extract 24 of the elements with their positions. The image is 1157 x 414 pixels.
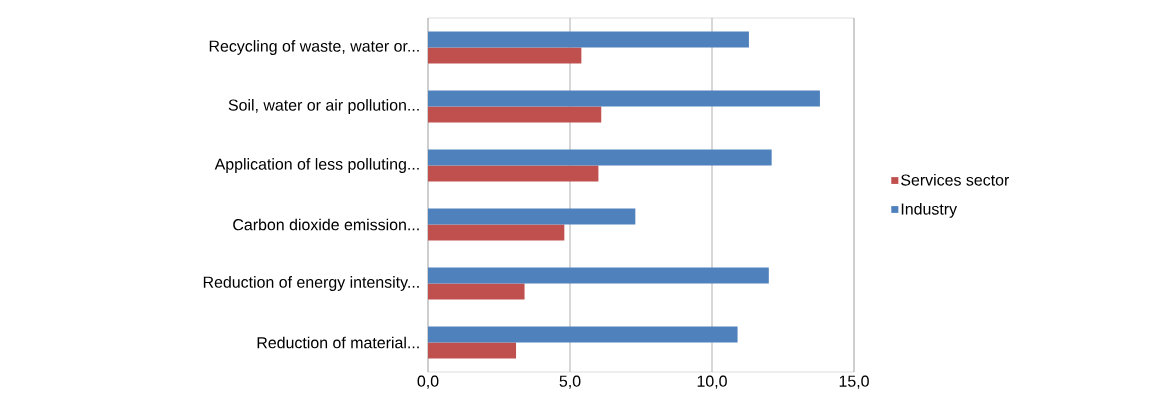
bar xyxy=(428,224,565,241)
bar xyxy=(428,283,525,300)
bar xyxy=(428,208,636,225)
bar xyxy=(428,326,738,343)
bar xyxy=(428,165,599,182)
bar xyxy=(428,47,582,64)
x-tick-label: 5,0 xyxy=(559,375,581,389)
bar xyxy=(428,106,602,123)
legend-label: Industry xyxy=(901,202,958,218)
legend-label: Services sector xyxy=(901,173,1010,186)
x-tick-label: 0,0 xyxy=(417,375,439,389)
bar xyxy=(428,342,517,359)
y-tick-label: Soil, water or air pollution... xyxy=(228,99,419,114)
bar xyxy=(428,90,820,107)
y-tick-label: Reduction of material... xyxy=(257,336,419,349)
y-tick-label: Recycling of waste, water or... xyxy=(209,40,419,55)
x-tick-label: 15,0 xyxy=(839,375,869,389)
y-tick-label: Application of less polluting... xyxy=(214,158,419,173)
bar xyxy=(428,267,769,284)
bar xyxy=(428,31,749,48)
y-tick-label: Reduction of energy intensity... xyxy=(203,276,419,291)
x-tick-label: 10,0 xyxy=(697,375,727,389)
y-tick-label: Carbon dioxide emission... xyxy=(233,218,419,231)
bar xyxy=(428,149,772,166)
